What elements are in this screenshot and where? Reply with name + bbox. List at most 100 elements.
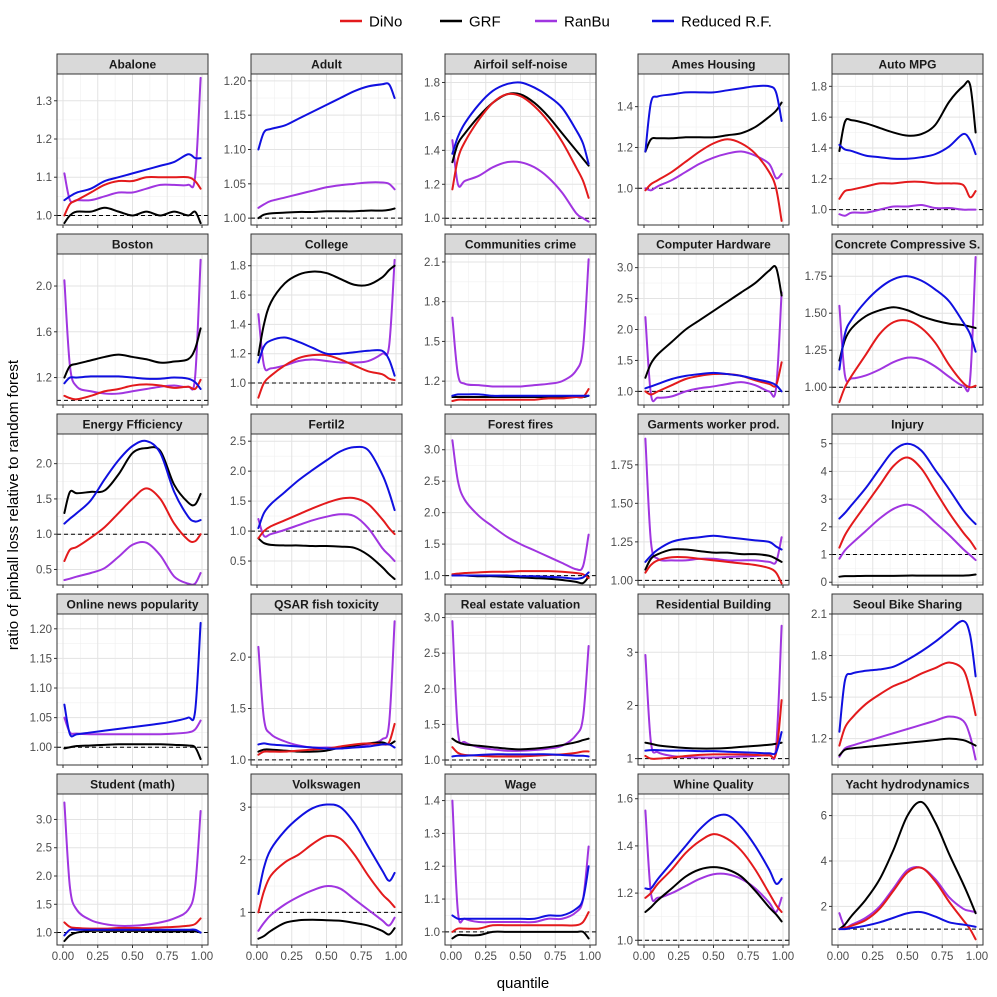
series-line-ranbu [838, 865, 977, 929]
grid [57, 614, 208, 765]
series-line-grf [644, 264, 783, 379]
y-tick-label: 1.2 [617, 142, 633, 154]
series-line-dino [838, 661, 977, 747]
legend-label-dino: DiNo [369, 14, 402, 31]
y-tick-label: 1.2 [811, 734, 827, 746]
x-tick-label: 0.50 [896, 951, 918, 963]
y-tick-label: 1.0 [36, 529, 52, 541]
panel-title: Boston [112, 238, 153, 252]
y-tick-label: 1.8 [811, 651, 827, 663]
series-line-dino [644, 555, 783, 585]
y-tick-label: 1.8 [230, 261, 246, 273]
y-tick-label: 1.10 [30, 683, 52, 695]
panel-title: Forest fires [488, 418, 554, 432]
y-tick-label: 1.8 [424, 297, 440, 309]
panel-student-math: Student (math) 1.0 1.5 2.0 2.5 3.0 0.00 0.25 0.5… [36, 773, 213, 963]
y-tick-label: 1.0 [424, 927, 440, 939]
y-tick-label: 1.2 [36, 373, 52, 385]
y-tick-label: 1.2 [230, 349, 246, 361]
x-tick-label: 1.00 [191, 951, 213, 963]
y-tick-label: 5 [821, 439, 827, 451]
series-line-ranbu [63, 801, 202, 927]
legend-item-ranbu: RanBu [535, 14, 610, 31]
panel-title: Volkswagen [292, 778, 360, 792]
panel-yacht-hydrodynamics: Yacht hydrodynamics 2 4 6 0.00 0.25 0.50 0.75 1.… [821, 773, 988, 963]
panel-title: Garments worker prod. [647, 418, 779, 432]
y-tick-label: 2 [821, 901, 827, 913]
series-line-grf [63, 743, 202, 761]
panel-title: Seoul Bike Sharing [853, 598, 962, 612]
series-lines [63, 76, 202, 225]
series-lines [838, 619, 977, 761]
series-line-grf [451, 737, 590, 751]
y-tick-label: 1.75 [805, 271, 827, 283]
series-line-dino [644, 833, 783, 913]
x-tick-label: 0.75 [931, 951, 953, 963]
x-tick-label: 0.50 [315, 951, 337, 963]
series-lines [644, 84, 783, 222]
panel-title: Abalone [109, 58, 157, 72]
y-tick-label: 1 [627, 754, 633, 766]
y-tick-label: 1.00 [30, 742, 52, 754]
panel-real-estate-valuation: Real estate valuation 1.0 1.5 2.0 2.5 3.0 [424, 593, 597, 768]
series-line-dino [63, 917, 202, 930]
series-line-grf [838, 80, 977, 153]
y-tick-label: 1.1 [424, 894, 440, 906]
panel-title: Yacht hydrodynamics [845, 778, 969, 792]
y-tick-label: 2 [821, 522, 827, 534]
panel-title: Whine Quality [673, 778, 753, 792]
y-tick-label: 2 [627, 700, 633, 712]
x-axis-title: quantile [497, 975, 550, 992]
x-tick-label: 0.25 [475, 951, 497, 963]
panel-energy-ffficiency: Energy Ffficiency 0.5 1.0 1.5 2.0 [36, 413, 209, 588]
grid [445, 614, 596, 765]
panel-title: Injury [891, 418, 924, 432]
series-lines [451, 258, 590, 403]
series-line-ranbu [451, 439, 590, 572]
panel-qsar-fish-toxicity: QSAR fish toxicity 1.0 1.5 2.0 [230, 593, 403, 768]
series-line-dino [838, 180, 977, 200]
legend: DiNo GRF RanBu Reduced R.F. [340, 14, 772, 31]
series-lines [257, 258, 396, 399]
series-line-grf [257, 918, 396, 940]
panel-wage: Wage 1.0 1.1 1.2 1.3 1.4 0.00 0.25 0.50 0.75 1.00 [424, 773, 601, 963]
y-tick-label: 1.5 [424, 336, 440, 348]
series-line-ranbu [838, 715, 977, 761]
series-line-ranbu [838, 503, 977, 562]
series-lines [838, 442, 977, 578]
panel-title: QSAR fish toxicity [274, 598, 379, 612]
y-tick-label: 3 [627, 647, 633, 659]
series-line-reduced-r-f [838, 275, 977, 371]
y-tick-label: 2.0 [424, 684, 440, 696]
y-tick-label: 1.1 [36, 172, 52, 184]
y-tick-label: 2.0 [36, 459, 52, 471]
series-line-dino [838, 456, 977, 550]
series-line-reduced-r-f [257, 82, 396, 151]
series-line-reduced-r-f [644, 371, 783, 393]
series-line-dino [451, 92, 590, 199]
y-tick-label: 2.0 [36, 281, 52, 293]
grid [832, 74, 983, 225]
y-tick-label: 1.0 [36, 210, 52, 222]
panel-title: Concrete Compressive S. [835, 238, 980, 252]
grid [445, 254, 596, 405]
series-line-dino [838, 319, 977, 404]
series-line-ranbu [451, 139, 590, 223]
y-tick-label: 1.15 [30, 653, 52, 665]
y-tick-label: 1.25 [805, 345, 827, 357]
grid [638, 794, 789, 945]
series-line-reduced-r-f [63, 928, 202, 937]
x-tick-label: 0.50 [121, 951, 143, 963]
series-line-grf [644, 741, 783, 750]
series-line-reduced-r-f [451, 571, 590, 580]
y-tick-label: 0.5 [36, 564, 52, 576]
series-line-grf [838, 800, 977, 931]
panel-ames-housing: Ames Housing 1.0 1.2 1.4 [617, 53, 790, 228]
series-lines [644, 437, 783, 585]
panel-seoul-bike-sharing: Seoul Bike Sharing 1.2 1.5 1.8 2.1 [811, 593, 984, 768]
y-tick-label: 1.25 [611, 537, 633, 549]
y-tick-label: 1.20 [224, 76, 246, 88]
series-line-grf [451, 930, 590, 940]
y-tick-label: 2.5 [424, 476, 440, 488]
panel-title: Online news popularity [66, 598, 198, 612]
